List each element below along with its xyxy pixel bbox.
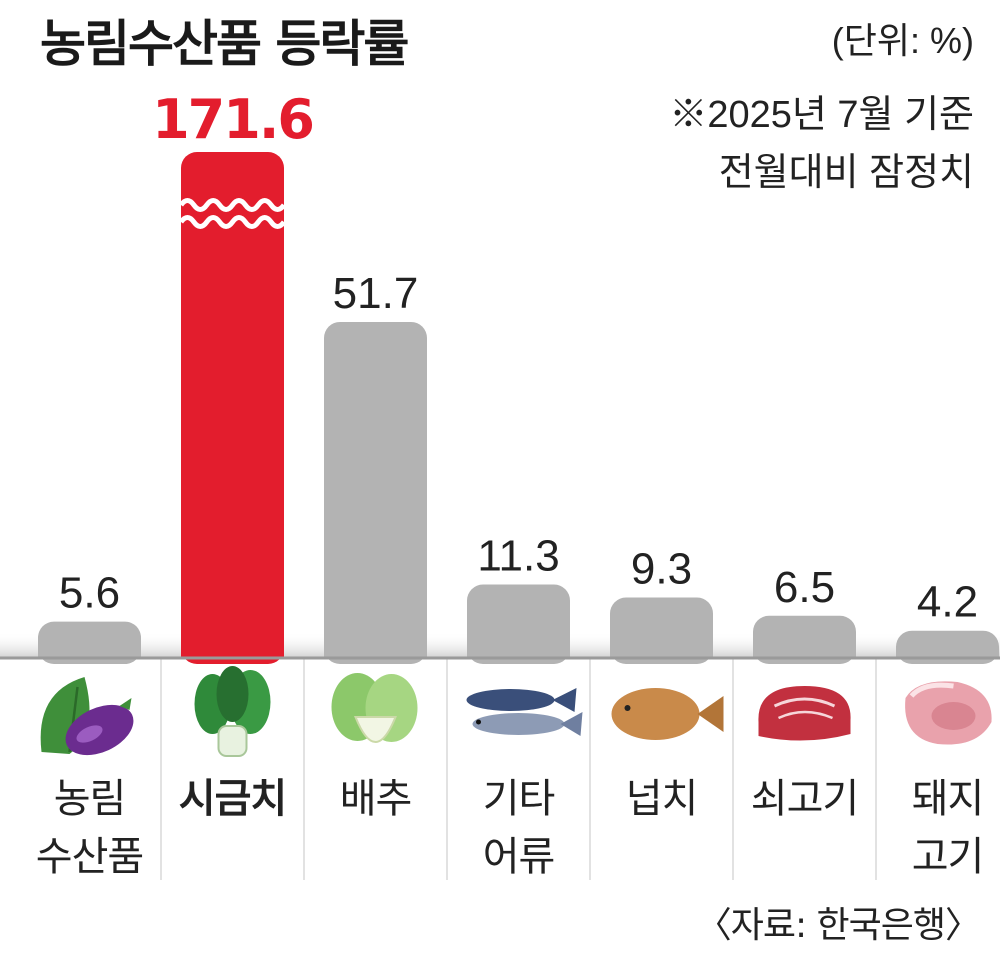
bar-2 bbox=[324, 321, 427, 664]
category-label-4: 넙치 bbox=[587, 770, 737, 828]
value-label-3: 11.3 bbox=[477, 532, 559, 581]
flatfish-icon bbox=[611, 688, 724, 740]
eggplant-leaf-icon bbox=[40, 677, 134, 756]
value-label-5: 6.5 bbox=[774, 563, 835, 612]
value-label-2: 51.7 bbox=[333, 269, 419, 318]
bar-base-1 bbox=[181, 648, 284, 658]
category-label-3-line-0: 기타 bbox=[482, 776, 556, 822]
pork-icon bbox=[905, 681, 992, 745]
category-label-4-line-0: 넙치 bbox=[625, 776, 699, 822]
bar-base-2 bbox=[324, 648, 427, 658]
category-label-3-line-1: 어류 bbox=[482, 834, 556, 880]
category-label-5: 쇠고기 bbox=[730, 770, 880, 828]
spinach-icon bbox=[194, 666, 271, 757]
axis-break-line-1 bbox=[178, 198, 287, 212]
value-label-1: 171.6 bbox=[152, 88, 313, 151]
bar-base-0 bbox=[38, 648, 141, 658]
value-label-0: 5.6 bbox=[59, 569, 120, 618]
chart-title: 농림수산품 등락률 bbox=[40, 15, 409, 73]
category-label-1-line-0: 시금치 bbox=[178, 776, 287, 822]
fish-icon bbox=[466, 688, 583, 736]
axis-break-line-2 bbox=[178, 215, 287, 229]
bar-3 bbox=[467, 584, 570, 664]
category-label-1: 시금치 bbox=[158, 770, 308, 828]
bar-base-4 bbox=[610, 648, 713, 658]
source-note: 〈자료: 한국은행〉 bbox=[695, 905, 981, 946]
note-block: ※2025년 7월 기준 전월대비 잠정치 bbox=[669, 86, 974, 202]
note-line-2: 전월대비 잠정치 bbox=[718, 152, 974, 194]
category-label-0-line-1: 수산품 bbox=[35, 834, 144, 880]
beef-icon bbox=[758, 686, 851, 741]
category-label-5-line-0: 쇠고기 bbox=[750, 776, 859, 822]
note-line-1: ※2025년 7월 기준 bbox=[669, 94, 974, 136]
value-label-6: 4.2 bbox=[917, 578, 978, 627]
category-label-2: 배추 bbox=[301, 770, 451, 828]
category-label-6-line-1: 고기 bbox=[911, 834, 985, 880]
napa-cabbage-icon bbox=[331, 673, 418, 743]
category-label-6-line-0: 돼지 bbox=[911, 776, 985, 822]
bar-base-6 bbox=[896, 648, 999, 658]
category-label-0-line-0: 농림 bbox=[53, 776, 127, 822]
bar-1 bbox=[181, 152, 284, 664]
unit-label: (단위: %) bbox=[831, 20, 974, 61]
bar-base-5 bbox=[753, 648, 856, 658]
value-label-4: 9.3 bbox=[631, 545, 692, 594]
bar-base-3 bbox=[467, 648, 570, 658]
bar-4 bbox=[610, 597, 713, 664]
category-label-2-line-0: 배추 bbox=[339, 776, 413, 822]
